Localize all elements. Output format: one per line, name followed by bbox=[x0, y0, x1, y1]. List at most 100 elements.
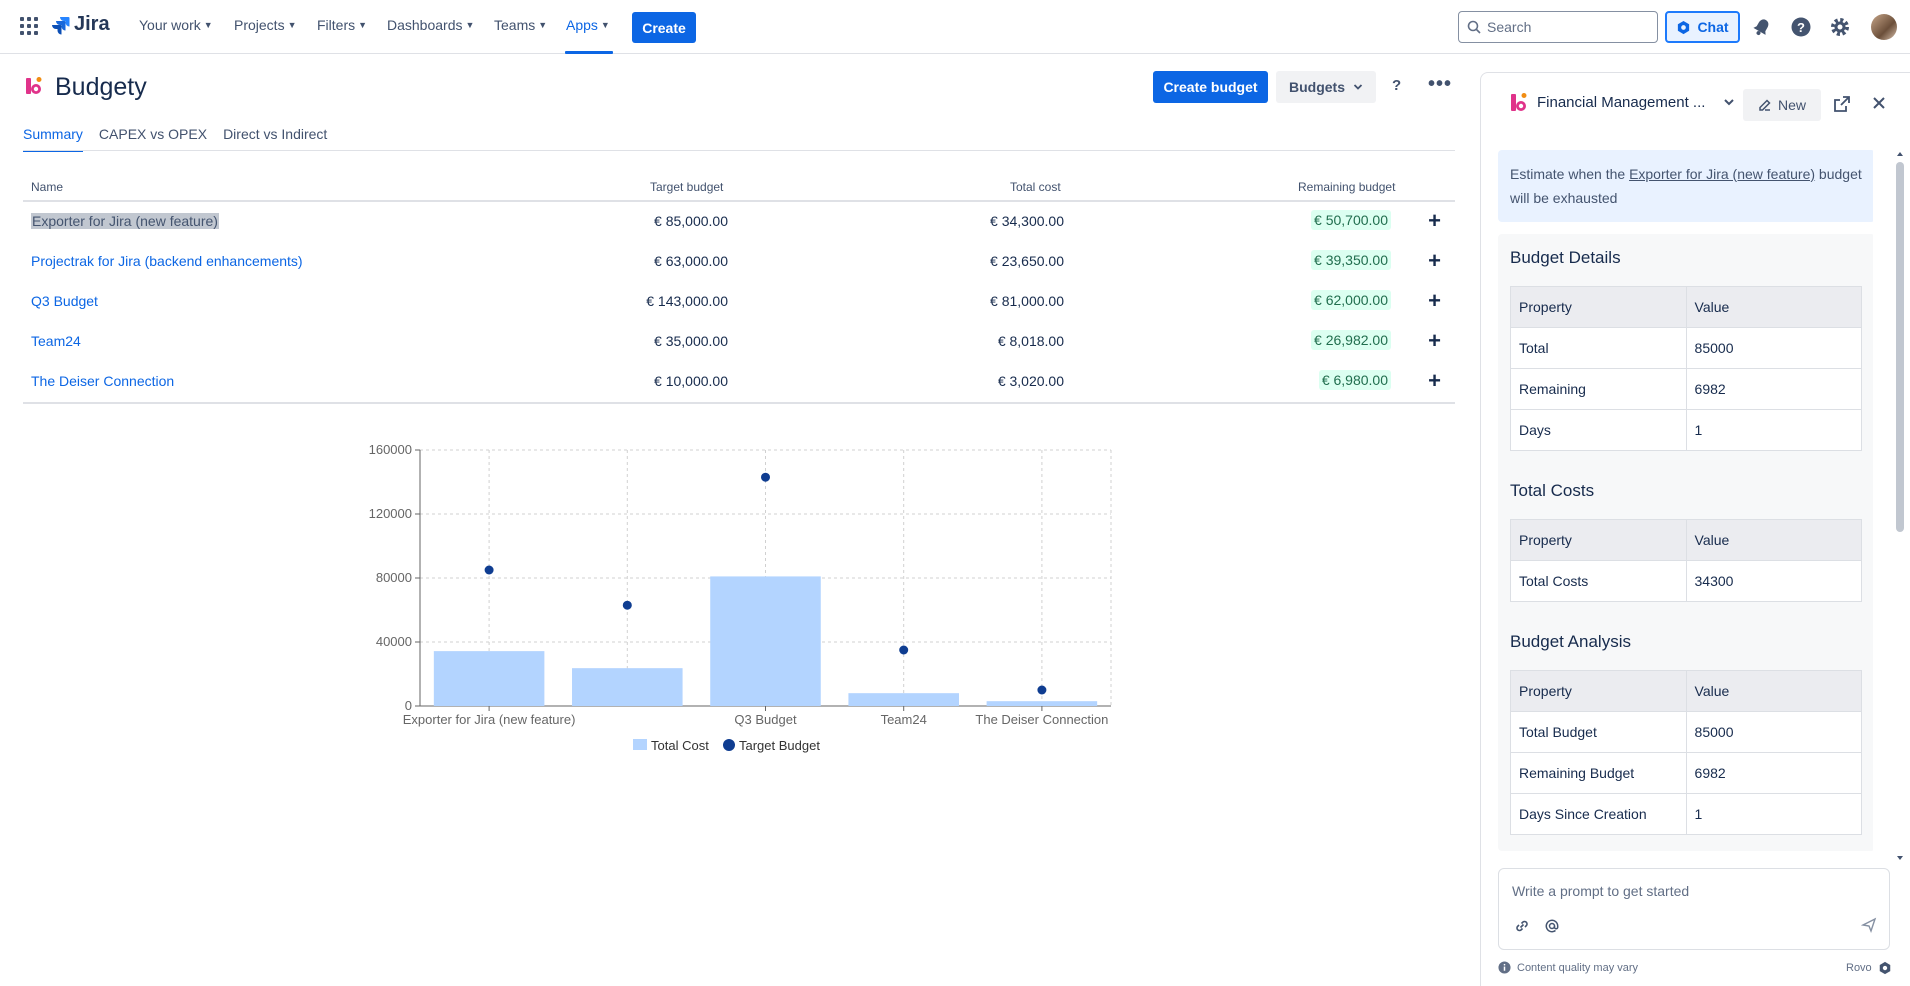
page-help-button[interactable]: ? bbox=[1392, 77, 1402, 94]
remaining-budget-badge: € 62,000.00 bbox=[1311, 290, 1391, 310]
edit-icon bbox=[1759, 99, 1771, 111]
app-switcher-icon[interactable] bbox=[20, 17, 38, 35]
value-cell: 1 bbox=[1685, 793, 1863, 835]
total-cost-value: € 8,018.00 bbox=[997, 333, 1064, 349]
nav-projects[interactable]: Projects ▼ bbox=[234, 17, 297, 33]
info-icon bbox=[1498, 961, 1511, 974]
property-row: Total Budget 85000 bbox=[1510, 711, 1863, 753]
create-button[interactable]: Create bbox=[632, 12, 696, 43]
notifications-icon[interactable] bbox=[1751, 16, 1773, 38]
column-header-target[interactable]: Target budget bbox=[650, 180, 724, 194]
panel-scrollbar[interactable] bbox=[1894, 150, 1906, 862]
tab-direct-vs-indirect[interactable]: Direct vs Indirect bbox=[223, 126, 328, 142]
chat-button[interactable]: Chat bbox=[1665, 11, 1740, 43]
close-icon[interactable] bbox=[1871, 95, 1887, 111]
chevron-down-icon bbox=[1724, 99, 1735, 106]
property-table: Property Value Total 85000 Remaining 6982 Days… bbox=[1510, 286, 1863, 451]
top-navigation: Jira Your work ▼ Projects ▼ Filters ▼ Dashb… bbox=[0, 0, 1910, 54]
property-cell: Total Budget bbox=[1510, 711, 1687, 753]
target-budget-point bbox=[1037, 685, 1047, 695]
budget-name-link[interactable]: The Deiser Connection bbox=[31, 373, 175, 389]
section-heading: Budget Analysis bbox=[1510, 632, 1631, 651]
nav-filters-label: Filters bbox=[317, 17, 356, 33]
column-header-name[interactable]: Name bbox=[31, 180, 64, 194]
nav-apps[interactable]: Apps ▼ bbox=[566, 17, 610, 33]
budget-name-link[interactable]: Projectrak for Jira (backend enhancement… bbox=[31, 253, 303, 269]
budget-name-link[interactable]: Team24 bbox=[31, 333, 81, 349]
table-row[interactable]: Projectrak for Jira (backend enhancement… bbox=[23, 242, 1455, 282]
new-chat-button[interactable]: New bbox=[1743, 89, 1821, 121]
chevron-down-icon: ▼ bbox=[600, 20, 610, 30]
remaining-budget-badge: € 6,980.00 bbox=[1318, 370, 1391, 390]
tab-capex-vs-opex[interactable]: CAPEX vs OPEX bbox=[98, 126, 208, 142]
tab-bar: Summary CAPEX vs OPEX Direct vs Indirect bbox=[23, 126, 327, 152]
open-external-icon[interactable] bbox=[1833, 95, 1851, 113]
value-cell: Value bbox=[1685, 670, 1863, 712]
table-body: Exporter for Jira (new feature) € 85,000.… bbox=[23, 202, 1455, 402]
attach-link-icon[interactable] bbox=[1511, 915, 1533, 937]
agent-message: Estimate when the Exporter for Jira (new… bbox=[1498, 150, 1873, 222]
create-budget-button[interactable]: Create budget bbox=[1153, 71, 1268, 103]
property-cell: Property bbox=[1510, 519, 1687, 561]
budget-link[interactable]: Exporter for Jira (new feature) bbox=[1629, 166, 1816, 182]
add-cost-button[interactable]: + bbox=[1428, 288, 1441, 313]
legend-label-total-cost: Total Cost bbox=[651, 738, 709, 753]
nav-teams-label: Teams bbox=[494, 17, 536, 33]
property-cell: Days Since Creation bbox=[1510, 793, 1687, 835]
nav-filters[interactable]: Filters ▼ bbox=[317, 17, 367, 33]
scroll-thumb[interactable] bbox=[1896, 162, 1904, 532]
table-row[interactable]: The Deiser Connection € 10,000.00 € 3,020.… bbox=[23, 362, 1455, 402]
mention-icon[interactable] bbox=[1541, 915, 1563, 937]
send-icon[interactable] bbox=[1861, 917, 1877, 933]
chat-label: Chat bbox=[1697, 19, 1729, 35]
total-cost-bar bbox=[572, 668, 683, 706]
table-row[interactable]: Exporter for Jira (new feature) € 85,000.… bbox=[23, 202, 1455, 242]
nav-teams[interactable]: Teams ▼ bbox=[494, 17, 547, 33]
panel-scroll-area[interactable]: Estimate when the Exporter for Jira (new… bbox=[1498, 150, 1873, 920]
total-cost-value: € 3,020.00 bbox=[997, 373, 1064, 389]
rovo-logo-icon bbox=[1879, 961, 1890, 975]
budgets-dropdown[interactable]: Budgets bbox=[1276, 71, 1376, 103]
property-row: Total Costs 34300 bbox=[1510, 560, 1863, 602]
property-cell: Total Costs bbox=[1510, 560, 1687, 602]
target-budget-value: € 143,000.00 bbox=[646, 293, 728, 309]
remaining-budget-badge: € 50,700.00 bbox=[1311, 210, 1391, 230]
scroll-up-icon[interactable] bbox=[1894, 150, 1906, 158]
y-tick-label: 40000 bbox=[376, 634, 412, 649]
budget-name-link[interactable]: Exporter for Jira (new feature) bbox=[31, 213, 219, 229]
scroll-down-icon[interactable] bbox=[1894, 854, 1906, 862]
agent-message-suffix: budget will be exhausted bbox=[1510, 166, 1862, 206]
settings-gear-icon[interactable] bbox=[1829, 16, 1851, 38]
column-header-total[interactable]: Total cost bbox=[1010, 180, 1061, 194]
more-actions-icon[interactable]: ••• bbox=[1428, 73, 1453, 95]
nav-your-work[interactable]: Your work ▼ bbox=[139, 17, 213, 33]
search-placeholder: Search bbox=[1487, 19, 1532, 35]
add-cost-button[interactable]: + bbox=[1428, 328, 1441, 353]
app-name: Jira bbox=[74, 13, 110, 35]
help-icon[interactable]: ? bbox=[1790, 16, 1812, 38]
legend-swatch-total-cost bbox=[633, 739, 647, 750]
table-row[interactable]: Team24 € 35,000.00 € 8,018.00 € 26,982.00 + bbox=[23, 322, 1455, 362]
total-cost-bar bbox=[433, 651, 545, 706]
user-avatar[interactable] bbox=[1871, 14, 1897, 40]
nav-dashboards[interactable]: Dashboards ▼ bbox=[387, 17, 474, 33]
x-tick-label: Exporter for Jira (new feature) bbox=[403, 712, 576, 727]
tab-summary[interactable]: Summary bbox=[23, 126, 83, 152]
target-budget-point bbox=[761, 472, 770, 482]
column-header-remaining[interactable]: Remaining budget bbox=[1298, 180, 1396, 194]
y-tick-label: 0 bbox=[405, 698, 412, 713]
jira-logo[interactable]: Jira bbox=[50, 13, 110, 36]
add-cost-button[interactable]: + bbox=[1428, 248, 1441, 273]
tabs-divider bbox=[23, 150, 1455, 151]
budget-name-link[interactable]: Q3 Budget bbox=[31, 293, 98, 309]
table-row[interactable]: Q3 Budget € 143,000.00 € 81,000.00 € 62,000… bbox=[23, 282, 1455, 322]
table-header: Name Target budget Total cost Remaining … bbox=[23, 176, 1455, 202]
search-input[interactable]: Search bbox=[1458, 11, 1658, 43]
prompt-input[interactable]: Write a prompt to get started bbox=[1498, 868, 1890, 950]
add-cost-button[interactable]: + bbox=[1428, 368, 1441, 393]
svg-text:?: ? bbox=[1797, 20, 1805, 35]
property-cell: Days bbox=[1510, 409, 1687, 451]
panel-header[interactable]: Financial Management ... bbox=[1509, 91, 1735, 113]
add-cost-button[interactable]: + bbox=[1428, 208, 1441, 233]
remaining-budget-badge: € 39,350.00 bbox=[1311, 250, 1391, 270]
